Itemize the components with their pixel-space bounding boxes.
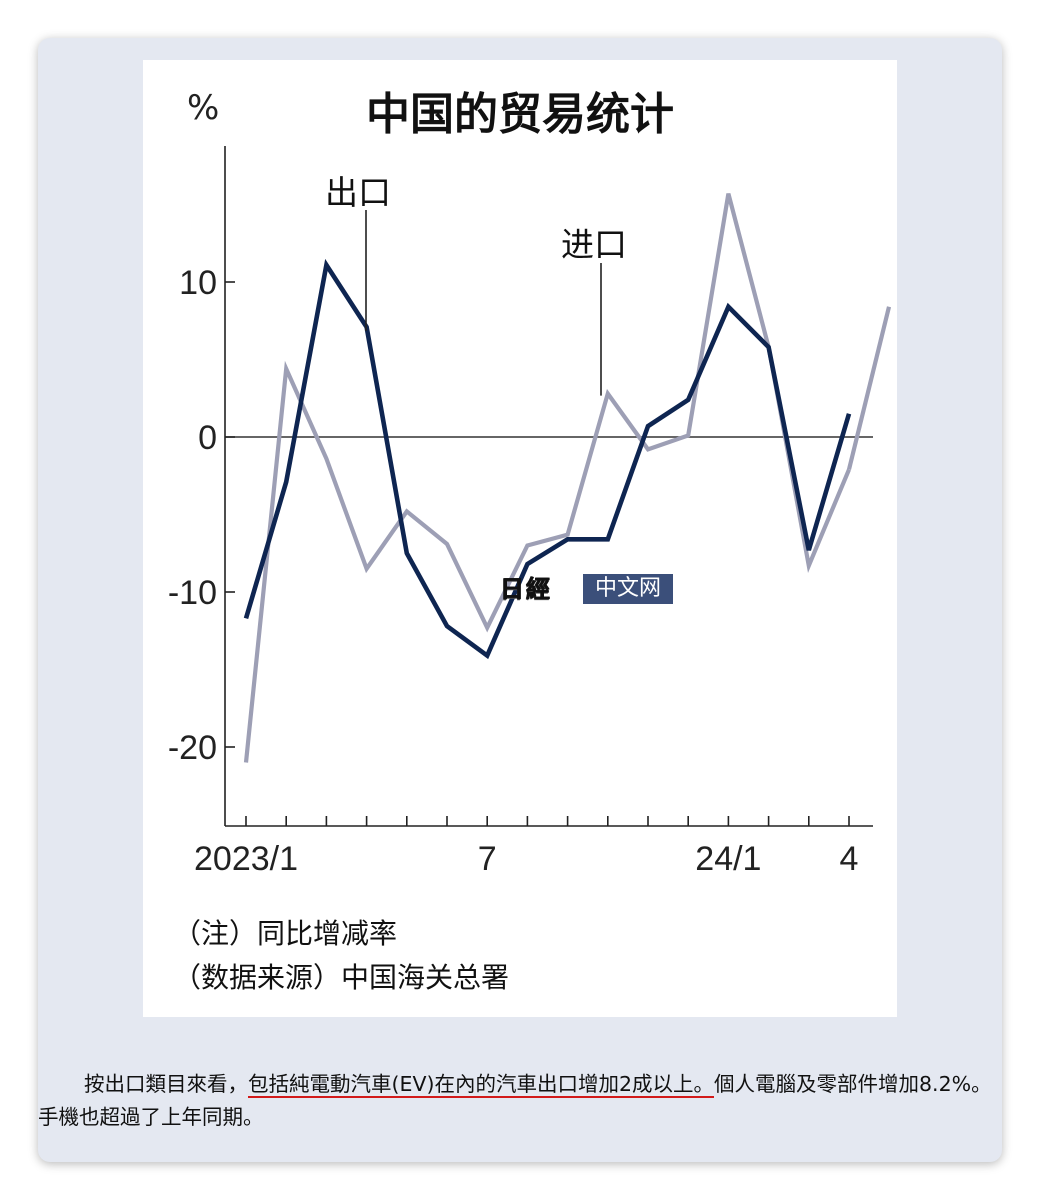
y-tick-label: 10 — [179, 264, 217, 302]
chart-note: （注）同比增减率 — [173, 917, 398, 950]
export-series-line — [243, 258, 852, 660]
line-chart: -20 -10 0 10 2023/1 7 24/1 4 — [168, 146, 892, 878]
watermark-logo: 日經 — [499, 575, 552, 603]
y-tick-label: 0 — [198, 419, 217, 457]
series-label-import: 进口 — [561, 225, 627, 264]
y-axis-unit: % — [187, 88, 220, 128]
caption-part-2: 個人電腦及零部件增加8.2%。手機也超過了上年同期。 — [38, 1072, 992, 1129]
post-card: -20 -10 0 10 2023/1 7 24/1 4 中国的贸易统计 % 出口 进口 日經… — [38, 38, 1002, 1162]
chart-title: 中国的贸易统计 — [366, 89, 674, 140]
series-label-export: 出口 — [325, 173, 391, 212]
y-tick-label: -20 — [168, 729, 217, 767]
import-series-line — [243, 193, 851, 763]
chart-source: （数据来源）中国海关总署 — [173, 961, 510, 994]
nikkei-watermark: 日經 中文网 — [469, 574, 673, 604]
caption-highlight: 包括純電動汽車(EV)在內的汽車出口增加2成以上。 — [248, 1072, 715, 1098]
x-tick-label: 2023/1 — [194, 840, 298, 878]
x-tick-label: 4 — [840, 840, 859, 878]
caption-part-1: 按出口類目來看， — [84, 1072, 248, 1096]
watermark-text: 中文网 — [583, 574, 673, 604]
chart-image: -20 -10 0 10 2023/1 7 24/1 4 中国的贸易统计 % 出口 进口 日經… — [143, 60, 897, 1017]
x-tick-label: 24/1 — [695, 840, 761, 878]
y-tick-label: -10 — [168, 574, 217, 612]
x-tick-label: 7 — [478, 840, 497, 878]
article-caption: 按出口類目來看，包括純電動汽車(EV)在內的汽車出口增加2成以上。個人電腦及零部… — [38, 1068, 1002, 1134]
import-series-tail — [846, 306, 892, 471]
